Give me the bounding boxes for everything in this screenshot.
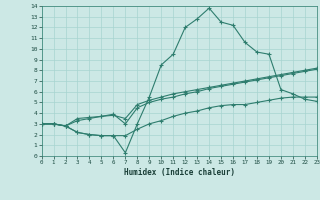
X-axis label: Humidex (Indice chaleur): Humidex (Indice chaleur) [124,168,235,177]
